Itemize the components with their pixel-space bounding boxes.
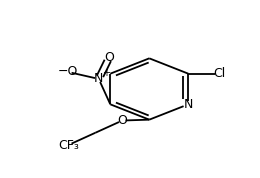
Text: Cl: Cl xyxy=(213,67,225,80)
Text: −O: −O xyxy=(58,66,78,78)
Text: N: N xyxy=(94,72,103,85)
Text: O: O xyxy=(117,114,127,127)
Text: O: O xyxy=(104,51,114,64)
Text: CF₃: CF₃ xyxy=(58,138,79,152)
Text: +: + xyxy=(102,68,110,78)
Text: N: N xyxy=(184,98,193,111)
